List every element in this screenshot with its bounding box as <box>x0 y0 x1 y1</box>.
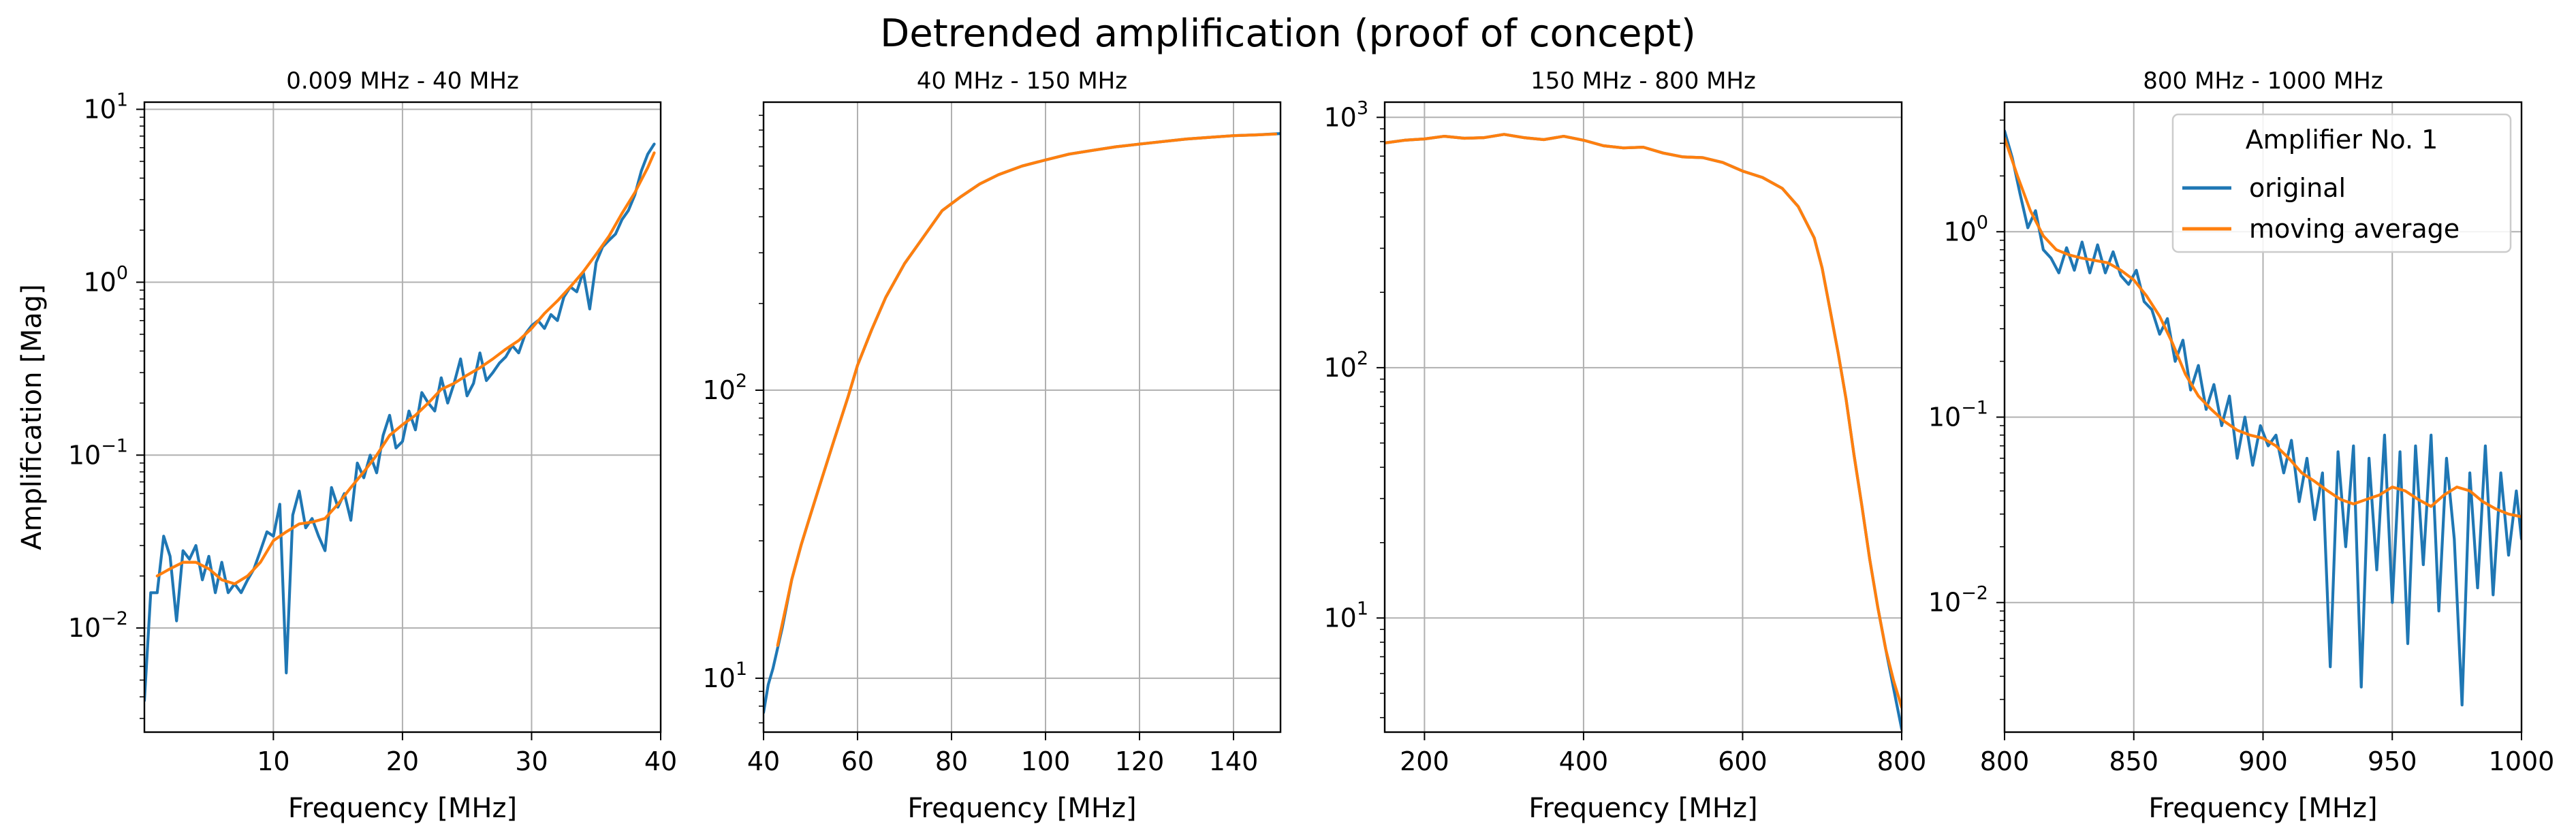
subplot-title: 0.009 MHz - 40 MHz <box>286 67 519 95</box>
x-tick-label: 600 <box>1718 746 1768 776</box>
y-tick-label: 10−2 <box>68 608 128 643</box>
x-tick-label: 140 <box>1209 746 1259 776</box>
y-tick-label: 10−1 <box>1928 398 1988 432</box>
series-line-moving-average <box>776 132 1278 647</box>
x-tick-label: 400 <box>1559 746 1609 776</box>
series-line-moving-average <box>2005 136 2522 518</box>
x-tick-label: 800 <box>1980 746 2030 776</box>
subplot-title: 40 MHz - 150 MHz <box>917 67 1127 95</box>
x-tick-label: 20 <box>386 746 419 776</box>
y-tick-label: 10−1 <box>68 435 128 470</box>
subplot-title: 150 MHz - 800 MHz <box>1530 67 1756 95</box>
subplot-title: 800 MHz - 1000 MHz <box>2143 67 2383 95</box>
x-tick-label: 40 <box>644 746 677 776</box>
chart-panel-2: 101 102 40 60 80 100 120 140 40 MHz - 150 MHz Fre… <box>702 67 1282 824</box>
x-tick-label: 10 <box>257 746 289 776</box>
axes-frame <box>2003 101 2523 733</box>
y-tick-label: 100 <box>1943 212 1988 247</box>
y-tick-label: 102 <box>702 370 747 405</box>
y-tick-label: 103 <box>1323 97 1368 132</box>
y-tick-label: 100 <box>83 262 128 297</box>
series-line-original <box>2005 129 2522 707</box>
series-line-moving-average <box>155 151 656 586</box>
x-tick-label: 850 <box>2109 746 2158 776</box>
y-tick-label: 10−2 <box>1928 583 1988 618</box>
chart-panel-4: 10−2 10−1 100 800 850 900 950 1000 800 MHz - 100… <box>1928 67 2555 824</box>
legend-title: Amplifier No. 1 <box>2246 125 2438 155</box>
chart-panels: 10−2 10−1 100 101 10 20 30 40 0.009 MHz - 40 MHz… <box>16 67 2554 824</box>
x-axis-label: Frequency [MHz] <box>907 793 1136 824</box>
legend-entry-label: original <box>2249 173 2346 203</box>
y-axis-label: Amplification [Mag] <box>16 284 48 550</box>
axes-frame <box>762 101 1282 733</box>
axes-frame <box>143 101 662 733</box>
x-tick-label: 1000 <box>2489 746 2555 776</box>
x-tick-label: 40 <box>747 746 780 776</box>
axes-frame <box>1383 101 1903 733</box>
series-line-moving-average <box>1385 133 1902 709</box>
x-tick-label: 950 <box>2368 746 2417 776</box>
x-tick-label: 800 <box>1877 746 1927 776</box>
x-tick-label: 30 <box>515 746 548 776</box>
x-tick-label: 120 <box>1115 746 1165 776</box>
x-tick-label: 80 <box>935 746 968 776</box>
x-axis-label: Frequency [MHz] <box>288 793 517 824</box>
legend-entry-label: moving average <box>2249 214 2460 244</box>
y-tick-label: 101 <box>702 659 747 693</box>
x-tick-label: 200 <box>1400 746 1449 776</box>
y-tick-label: 101 <box>83 90 128 125</box>
x-tick-label: 60 <box>841 746 874 776</box>
chart-panel-3: 101 102 103 200 400 600 800 150 MHz - 800 MHz Fr… <box>1323 67 1926 824</box>
x-tick-label: 900 <box>2238 746 2288 776</box>
x-axis-label: Frequency [MHz] <box>1528 793 1757 824</box>
y-tick-label: 101 <box>1323 598 1368 633</box>
y-tick-label: 102 <box>1323 348 1368 383</box>
x-tick-label: 100 <box>1021 746 1071 776</box>
legend: Amplifier No. 1 original moving average <box>2171 113 2512 253</box>
chart-panel-1: 10−2 10−1 100 101 10 20 30 40 0.009 MHz - 40 MHz… <box>16 67 677 824</box>
legend-frame <box>2171 113 2512 253</box>
x-axis-label: Frequency [MHz] <box>2148 793 2377 824</box>
figure-title: Detrended amplification (proof of concep… <box>880 12 1696 56</box>
